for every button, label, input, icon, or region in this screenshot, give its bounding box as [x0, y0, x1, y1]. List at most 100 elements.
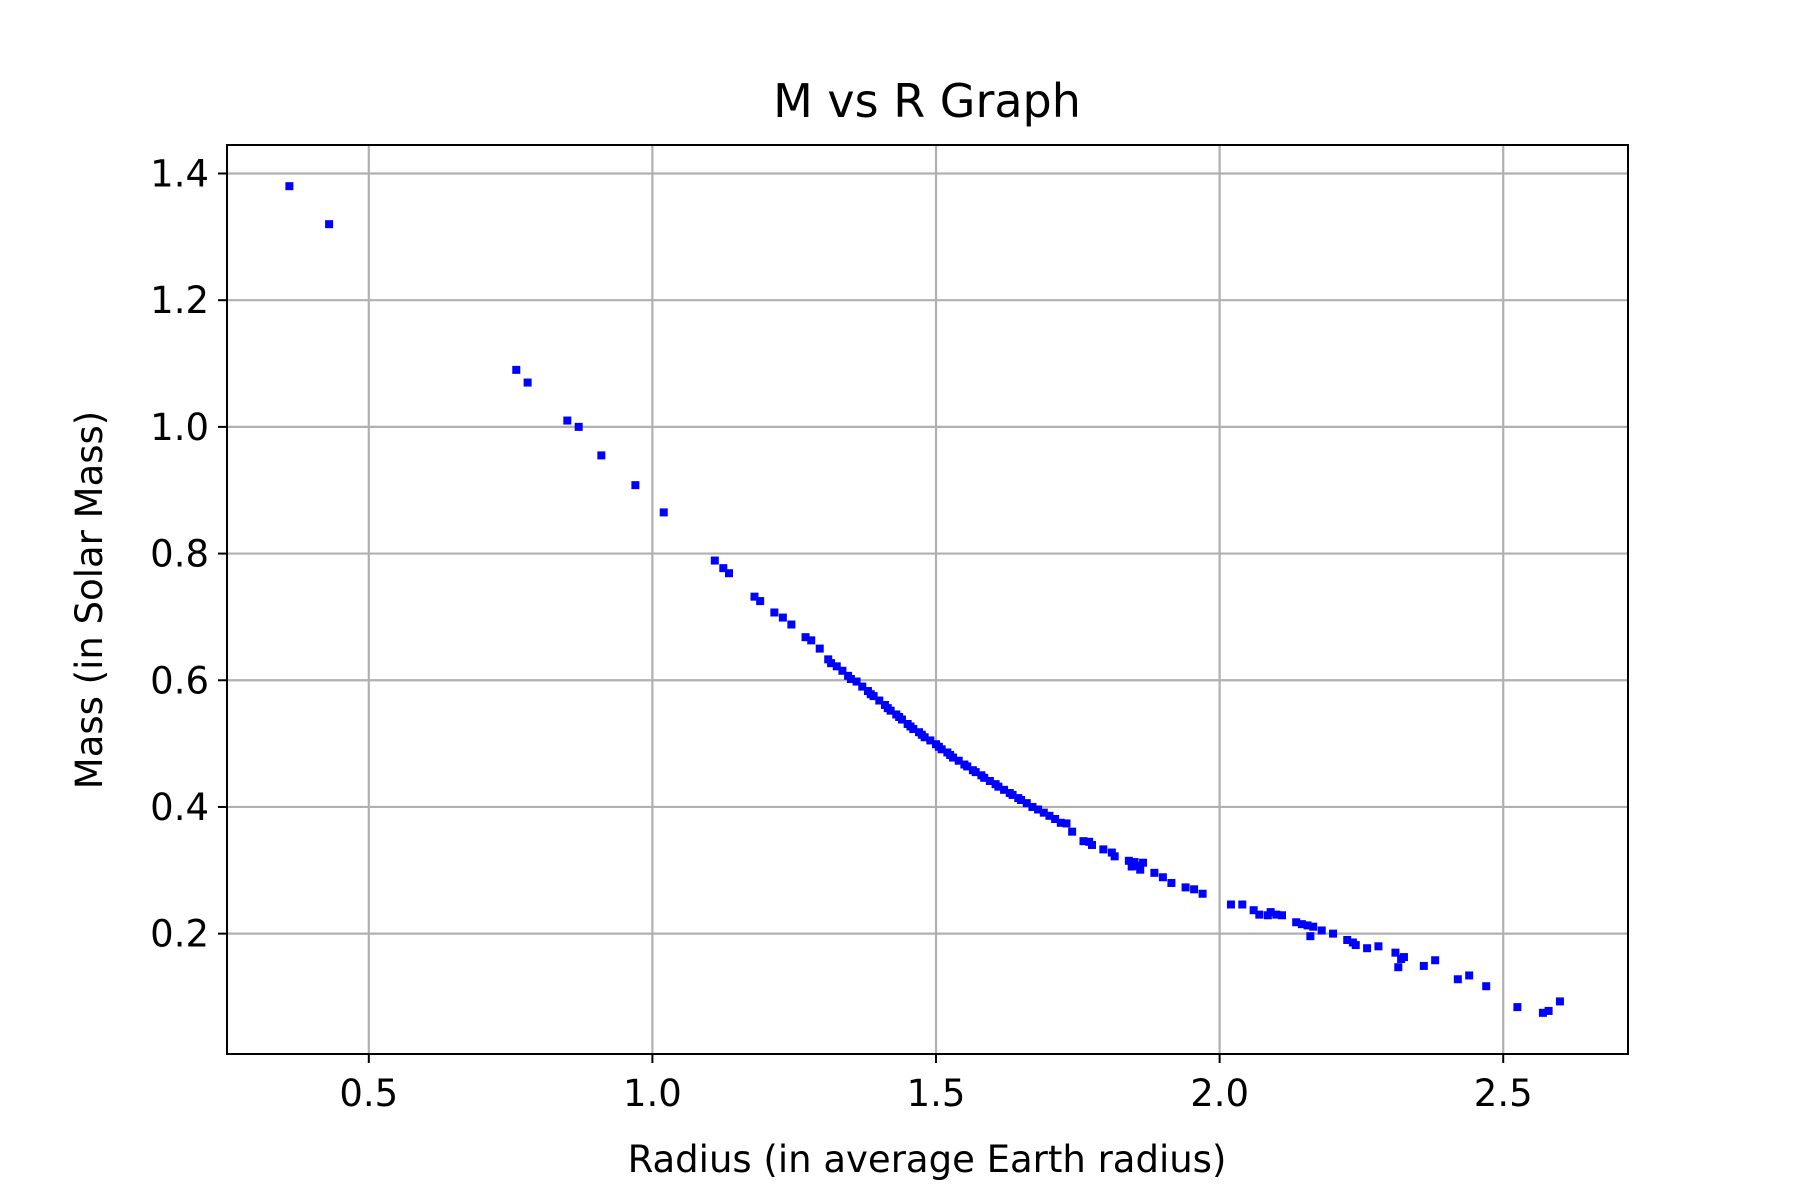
data-point: [1226, 900, 1235, 909]
data-point: [875, 696, 884, 705]
data-point: [1343, 935, 1352, 944]
data-point: [1544, 1006, 1553, 1015]
data-point: [1062, 819, 1071, 828]
y-tick-label: 1.2: [150, 279, 209, 322]
data-point: [1538, 1008, 1547, 1017]
data-point: [1272, 910, 1281, 919]
y-tick-label: 0.4: [150, 786, 209, 829]
y-tick-label: 0.2: [150, 913, 209, 956]
data-point: [980, 773, 989, 782]
data-point: [1000, 785, 1009, 794]
data-point: [285, 182, 294, 191]
data-point: [1190, 885, 1199, 894]
data-point: [971, 768, 980, 777]
data-point: [846, 674, 855, 683]
data-point: [807, 636, 816, 645]
data-point: [710, 556, 719, 565]
data-point: [1181, 883, 1190, 892]
y-tick-label: 0.8: [150, 533, 209, 576]
data-point: [1127, 862, 1136, 871]
x-tick-label: 1.0: [623, 1072, 682, 1115]
data-point: [778, 613, 787, 622]
data-point: [770, 608, 779, 617]
x-axis-label: Radius (in average Earth radius): [628, 1138, 1227, 1181]
plot-frame: [226, 144, 1629, 1055]
data-point: [838, 666, 847, 675]
data-point: [909, 725, 918, 734]
data-point: [1079, 837, 1088, 846]
data-point: [631, 481, 640, 490]
data-point: [1391, 948, 1400, 957]
data-point: [963, 762, 972, 771]
data-point: [719, 564, 728, 573]
data-point: [574, 422, 583, 431]
data-point: [1363, 944, 1372, 953]
data-point: [1056, 818, 1065, 827]
grid-lines: [227, 145, 1628, 1054]
data-point: [920, 733, 929, 742]
data-point: [1051, 814, 1060, 823]
data-point: [949, 753, 958, 762]
x-tick-label: 1.5: [907, 1072, 966, 1115]
data-point: [1419, 961, 1428, 970]
data-point: [659, 508, 668, 517]
data-point: [858, 682, 867, 691]
data-point: [1068, 827, 1077, 836]
data-point: [1017, 795, 1026, 804]
data-point: [954, 756, 963, 765]
data-point: [1039, 808, 1048, 817]
data-point: [1278, 911, 1287, 920]
data-point: [1374, 942, 1383, 951]
data-point: [1465, 971, 1474, 980]
data-point: [1034, 805, 1043, 814]
data-point: [563, 416, 572, 425]
data-point: [1431, 956, 1440, 965]
x-axis-ticks: 0.5 1.0 1.5 2.0 2.5: [339, 1054, 1533, 1115]
data-point: [1329, 929, 1338, 938]
data-point: [801, 633, 810, 642]
data-point: [1255, 910, 1264, 919]
data-point: [1303, 921, 1312, 930]
data-point: [869, 692, 878, 701]
data-point: [1150, 868, 1159, 877]
data-point: [1045, 811, 1054, 820]
y-tick-label: 1.0: [150, 406, 209, 449]
data-point: [832, 662, 841, 671]
data-point: [1110, 852, 1119, 861]
data-point: [724, 569, 733, 578]
x-tick-label: 2.0: [1190, 1072, 1249, 1115]
data-points: [285, 182, 1564, 1017]
data-point: [1136, 865, 1145, 874]
data-point: [897, 715, 906, 724]
y-tick-label: 1.4: [150, 153, 209, 196]
data-point: [756, 597, 765, 606]
data-point: [787, 620, 796, 629]
y-tick-label: 0.6: [150, 659, 209, 702]
data-point: [1008, 790, 1017, 799]
x-tick-label: 0.5: [339, 1072, 398, 1115]
data-point: [512, 365, 521, 374]
data-point: [1309, 922, 1318, 931]
data-point: [1292, 918, 1301, 927]
data-point: [1167, 878, 1176, 887]
data-point: [750, 592, 759, 601]
data-point: [937, 745, 946, 754]
data-point: [1266, 908, 1275, 917]
data-point: [1306, 932, 1315, 941]
data-point: [1238, 900, 1247, 909]
chart-title: M vs R Graph: [773, 74, 1081, 128]
data-point: [1351, 941, 1360, 950]
data-point: [1453, 975, 1462, 984]
data-point: [1099, 845, 1108, 854]
data-point: [1087, 840, 1096, 849]
data-point: [1317, 926, 1326, 935]
data-point: [994, 782, 1003, 791]
y-axis-label: Mass (in Solar Mass): [68, 411, 111, 789]
data-point: [1513, 1003, 1522, 1012]
data-point: [852, 677, 861, 686]
data-point: [523, 378, 532, 387]
data-point: [1198, 889, 1207, 898]
data-point: [1482, 982, 1491, 991]
